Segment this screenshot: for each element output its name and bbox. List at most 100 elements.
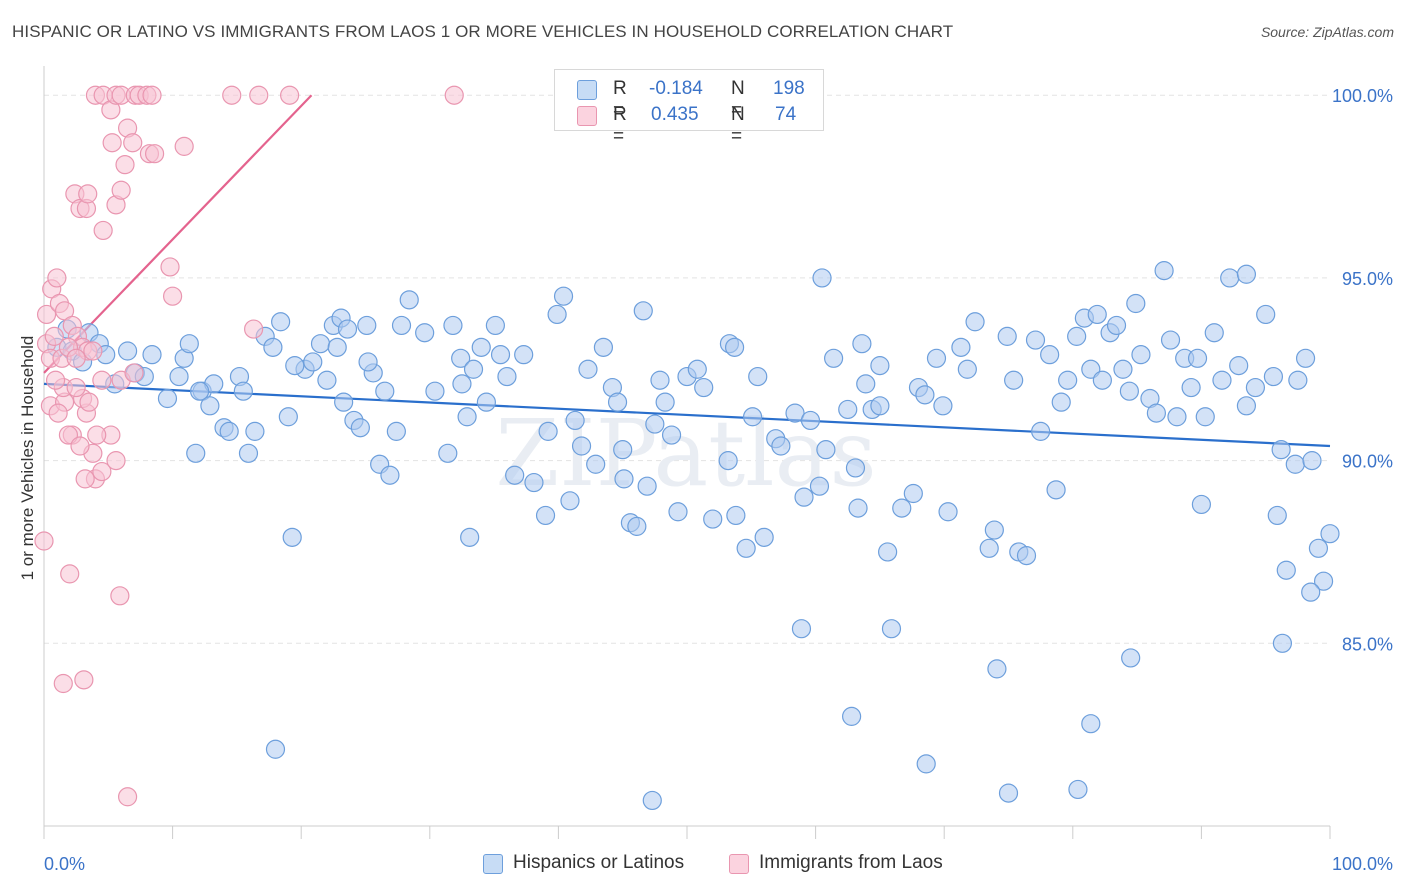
laos-point <box>74 670 94 690</box>
hispanic-point <box>916 754 936 774</box>
hispanic-point <box>881 619 902 639</box>
hispanic-point <box>476 392 496 412</box>
hispanic-point <box>460 527 480 547</box>
hispanic-point <box>1126 293 1146 314</box>
laos-point <box>102 133 122 153</box>
hispanic-point <box>1031 421 1051 441</box>
hispanic-point <box>1058 370 1078 390</box>
hispanic-point <box>607 392 628 412</box>
hispanic-point <box>535 505 556 526</box>
hispanic-point <box>358 352 378 372</box>
hispanic-point <box>1256 304 1276 325</box>
hispanic-point <box>505 465 525 485</box>
hispanic-point <box>703 509 723 529</box>
hispanic-point <box>1220 268 1240 288</box>
hispanic-point <box>586 454 606 474</box>
data-points <box>34 85 1340 811</box>
legend-n-label: N = <box>731 78 745 121</box>
hispanic-point <box>1191 494 1212 515</box>
hispanic-point <box>233 381 253 401</box>
legend-n-value: 74 <box>775 104 797 125</box>
y-tick-label: 95.0% <box>1342 269 1393 289</box>
laos-point <box>44 326 64 346</box>
hispanic-point <box>613 440 633 460</box>
laos-point <box>70 436 90 456</box>
hispanic-point <box>627 516 647 536</box>
hispanic-point <box>856 374 876 394</box>
hispanic-point <box>310 334 331 354</box>
hispanic-point <box>845 458 866 478</box>
hispanic-point <box>794 487 814 507</box>
hispanic-point <box>1067 326 1087 346</box>
hispanic-point <box>1204 323 1224 343</box>
hispanic-point <box>443 315 463 336</box>
blue-swatch-icon <box>577 80 597 100</box>
hispanic-point <box>997 326 1017 346</box>
hispanic-point <box>571 436 592 456</box>
hispanic-point <box>179 334 199 354</box>
laos-point <box>60 564 80 584</box>
hispanic-point <box>957 359 977 379</box>
hispanic-point <box>1276 560 1296 580</box>
laos-point <box>79 392 99 412</box>
hispanic-point <box>938 502 958 522</box>
hispanic-point <box>560 491 580 511</box>
hispanic-point <box>1263 366 1284 387</box>
laos-point <box>92 461 112 482</box>
hispanic-point <box>984 520 1004 540</box>
hispanic-point <box>200 396 220 416</box>
laos-point <box>87 425 107 445</box>
hispanic-point <box>1187 348 1208 368</box>
hispanic-point <box>399 290 419 310</box>
hispanic-point <box>169 366 189 387</box>
hispanic-point <box>812 268 832 288</box>
laos-point <box>244 319 264 339</box>
hispanic-point <box>565 410 585 431</box>
axes <box>43 66 1331 839</box>
hispanic-point <box>1068 779 1088 800</box>
hispanic-point <box>514 345 534 365</box>
hispanic-point <box>303 352 323 372</box>
hispanic-point <box>933 396 953 416</box>
hispanic-point <box>380 465 400 485</box>
laos-point <box>280 85 300 105</box>
hispanic-point <box>748 366 768 387</box>
hispanic-point <box>285 356 305 376</box>
laos-point <box>34 531 54 551</box>
laos-point <box>222 85 242 105</box>
hispanic-trend-line <box>43 382 1331 448</box>
hispanic-point <box>282 527 302 547</box>
hispanic-point <box>870 356 890 376</box>
hispanic-point <box>278 407 298 427</box>
hispanic-point <box>903 483 923 504</box>
laos-point <box>93 220 113 241</box>
hispanic-point <box>1167 407 1187 427</box>
laos-point <box>124 363 144 383</box>
hispanic-point <box>463 359 484 379</box>
laos-point <box>142 85 162 105</box>
hispanic-point <box>1131 345 1151 365</box>
legend-r-value: -0.184 <box>649 78 703 99</box>
hispanic-point <box>637 476 657 496</box>
laos-point <box>144 144 165 164</box>
y-tick-label: 100.0% <box>1332 86 1393 106</box>
hispanic-point <box>1081 714 1101 734</box>
legend-item-label: Hispanics or Latinos <box>513 852 685 873</box>
blue-swatch-icon <box>483 854 503 874</box>
hispanic-point <box>726 505 746 526</box>
hispanic-point <box>1040 345 1060 365</box>
hispanic-point <box>1302 451 1322 471</box>
hispanic-point <box>892 498 912 518</box>
hispanic-point <box>987 659 1007 679</box>
hispanic-point <box>1313 571 1334 591</box>
hispanic-point <box>547 304 567 325</box>
hispanic-point <box>415 323 435 343</box>
hispanic-point <box>391 315 412 336</box>
hispanic-point <box>842 706 862 726</box>
hispanic-point <box>1272 633 1293 653</box>
hispanic-point <box>334 392 354 412</box>
hispanic-point <box>718 451 738 471</box>
hispanic-point <box>1285 454 1305 474</box>
hispanic-point <box>263 337 283 357</box>
